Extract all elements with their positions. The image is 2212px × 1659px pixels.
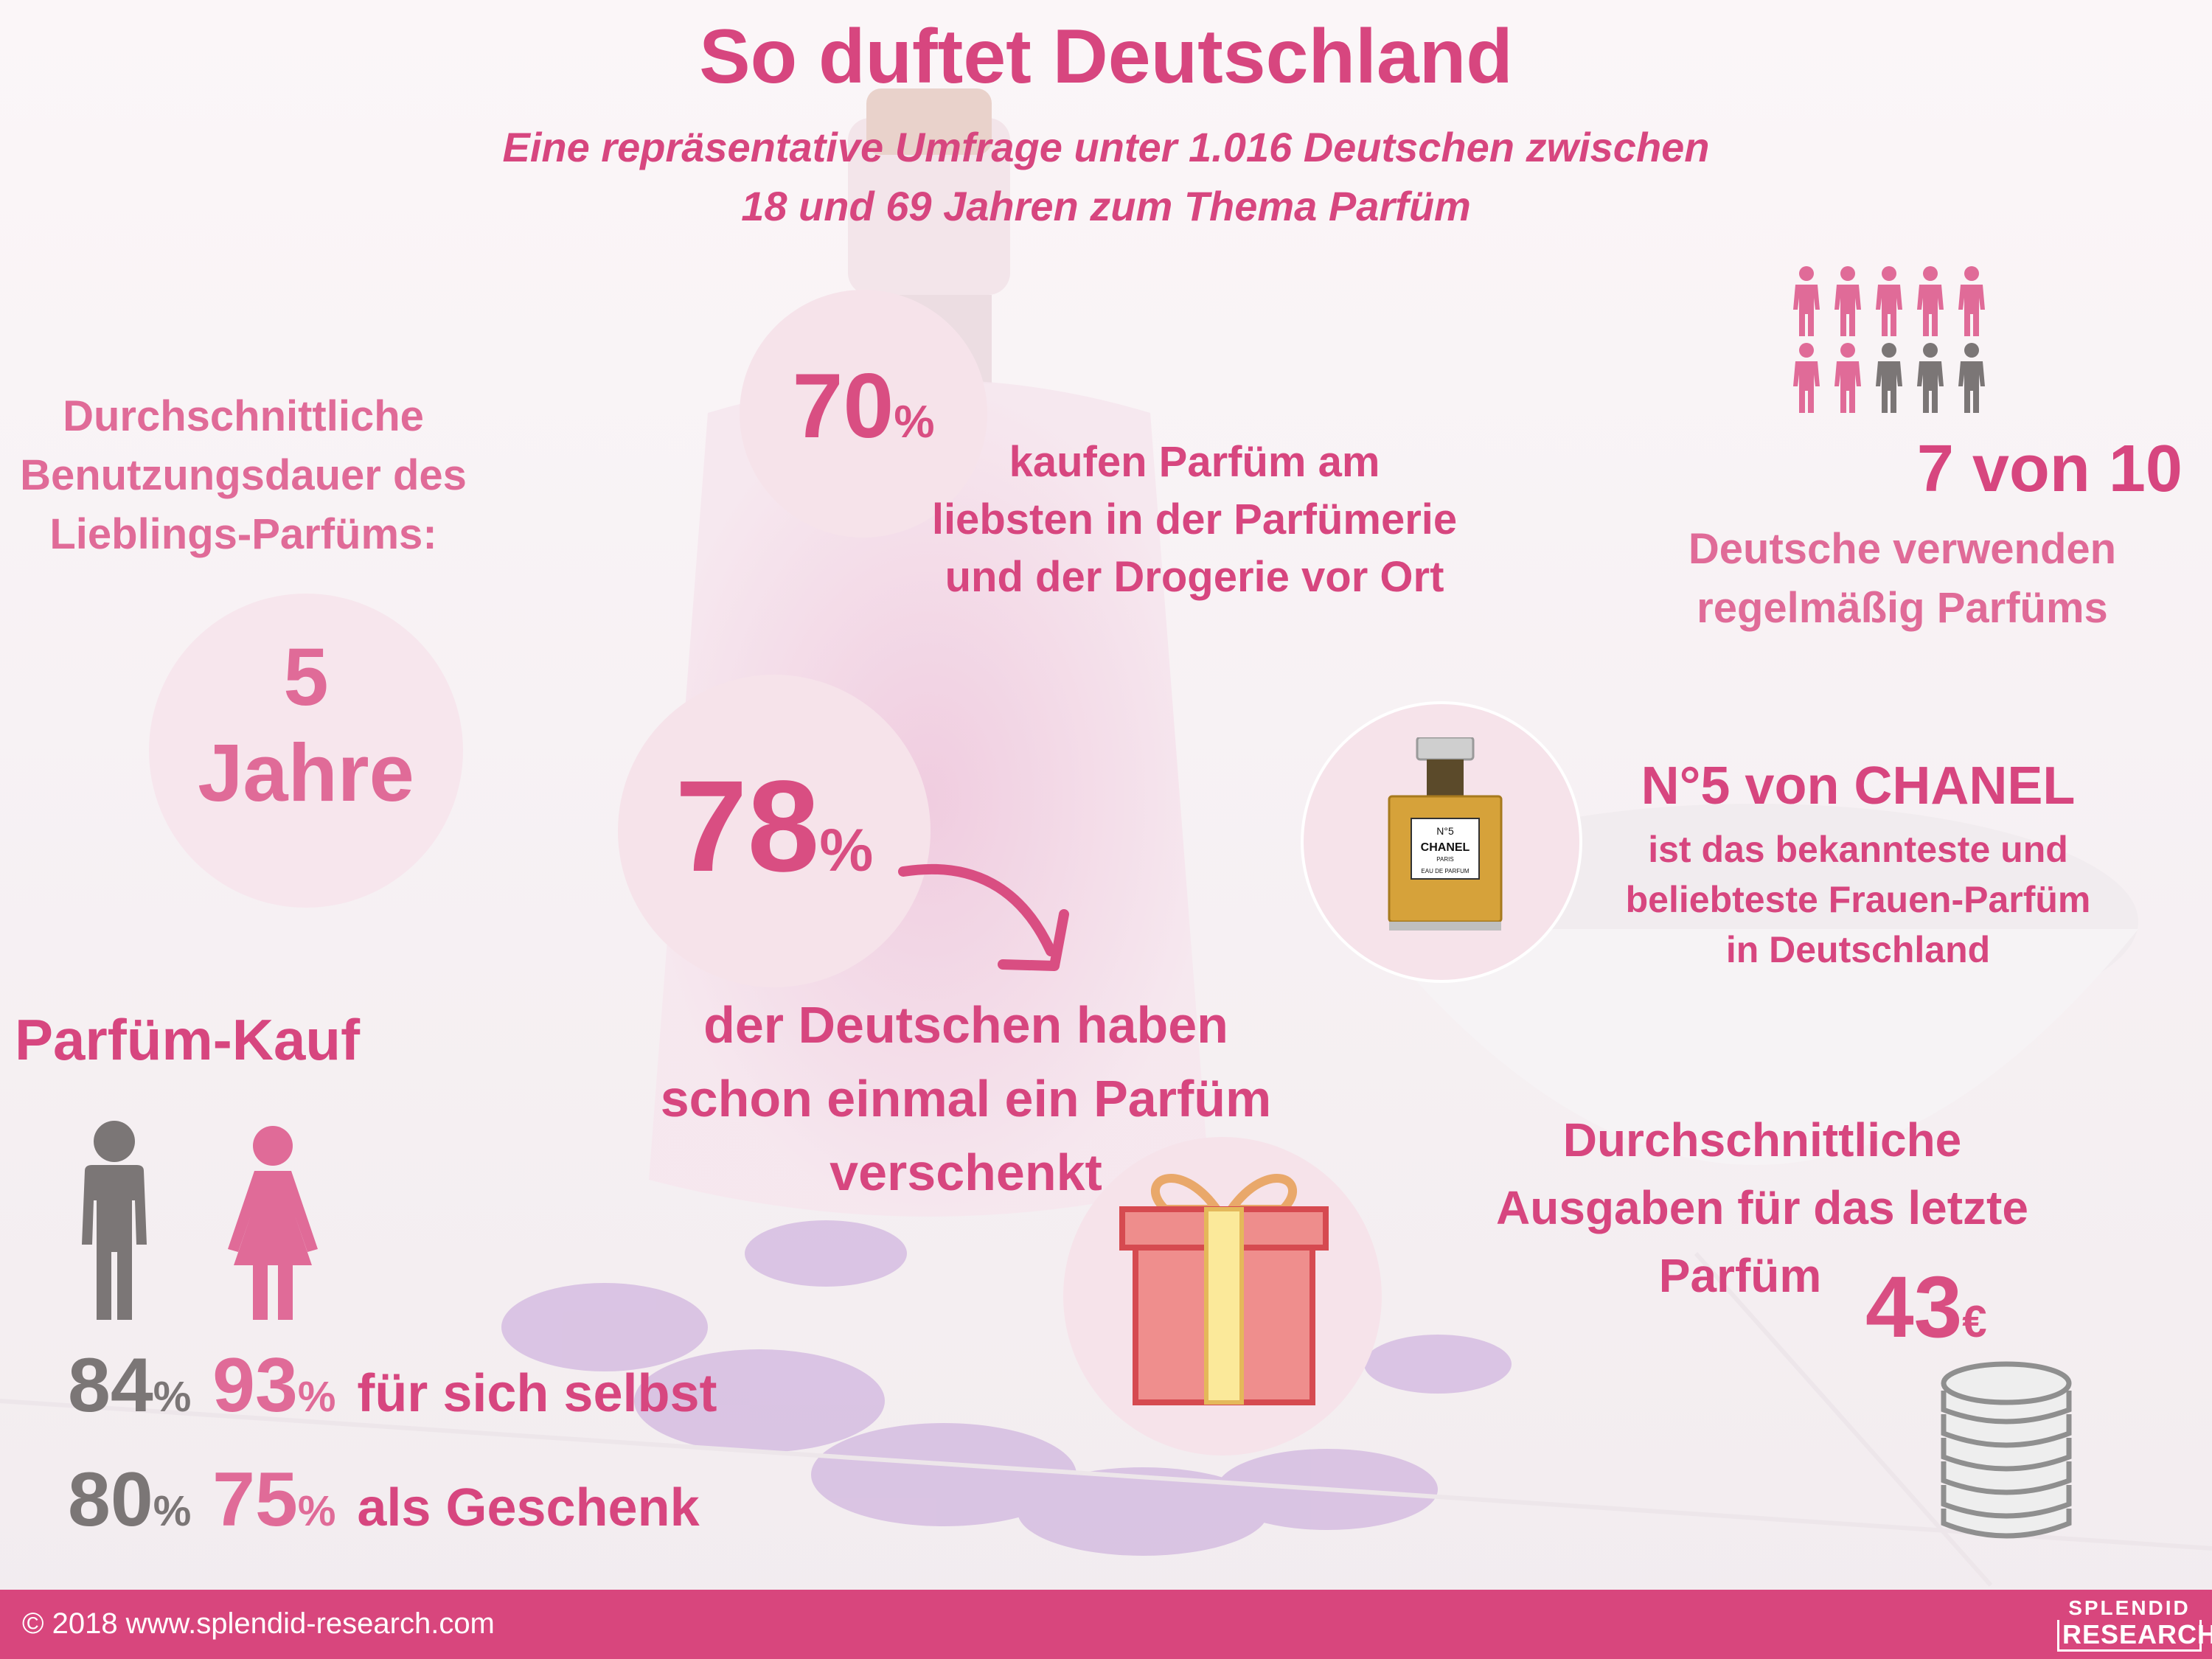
row-text: als Geschenk <box>357 1478 700 1537</box>
logo-top-text: SPLENDID <box>2068 1596 2191 1619</box>
text-line: beliebteste Frauen-Parfüm <box>1625 879 2091 920</box>
shopping-value: 70 <box>792 355 894 457</box>
chanel-text: ist das bekannteste und beliebteste Frau… <box>1585 824 2131 975</box>
chanel-title: N°5 von CHANEL <box>1641 757 2076 815</box>
text-line: verschenkt <box>830 1144 1102 1201</box>
gifting-value: 78 <box>675 754 820 899</box>
copyright-link[interactable]: © 2018 www.splendid-research.com <box>22 1607 495 1640</box>
label-line: Parfüm <box>1658 1249 1822 1302</box>
purchase-row-gift: 80% 75% als Geschenk <box>68 1456 700 1544</box>
shopping-text: kaufen Parfüm am liebsten in der Parfüme… <box>900 434 1489 606</box>
text-line: ist das bekannteste und <box>1648 829 2068 870</box>
person-icon <box>1917 343 1944 413</box>
regular-use-text: Deutsche verwenden regelmäßig Parfüms <box>1644 520 2160 638</box>
purchase-label: Parfüm-Kauf <box>15 1007 361 1072</box>
text-line: regelmäßig Parfüms <box>1697 584 2108 632</box>
female-value: 93 <box>212 1343 298 1428</box>
male-value: 80 <box>68 1457 153 1543</box>
label-line: Benutzungsdauer des <box>20 451 467 499</box>
curved-arrow-icon <box>898 863 1069 971</box>
usage-duration-label: Durchschnittliche Benutzungsdauer des Li… <box>0 387 487 564</box>
person-icon <box>1876 343 1902 413</box>
female-icon <box>228 1126 318 1320</box>
text-line: Deutsche verwenden <box>1688 525 2117 573</box>
subtitle-line: 18 und 69 Jahren zum Thema Parfüm <box>741 183 1471 229</box>
logo-bottom-text: RESEARCH <box>2057 1620 2212 1652</box>
percent-unit: % <box>297 1487 336 1535</box>
gifting-circle <box>618 675 931 987</box>
percent-unit: % <box>819 817 874 884</box>
row-text: für sich selbst <box>357 1364 717 1423</box>
person-icon <box>1917 266 1944 336</box>
gift-icon <box>1119 1174 1329 1405</box>
shopping-percentage: 70% <box>740 354 987 459</box>
percent-unit: % <box>297 1373 336 1421</box>
person-icon <box>1793 266 1820 336</box>
female-value: 75 <box>212 1457 298 1543</box>
bottle-number: N°5 <box>1436 825 1454 837</box>
usage-duration-unit: Jahre <box>198 728 414 818</box>
percent-unit: % <box>153 1373 192 1421</box>
usage-duration-value: 5 <box>283 632 329 723</box>
text-line: schon einmal ein Parfüm <box>660 1070 1272 1127</box>
usage-duration-circle <box>149 594 463 908</box>
person-icon <box>1834 266 1861 336</box>
percent-unit: % <box>153 1487 192 1535</box>
footer-bar <box>0 1590 2212 1659</box>
shopping-circle <box>740 290 987 538</box>
spending-amount: 43 <box>1865 1259 1963 1356</box>
label-line: Durchschnittliche <box>1562 1113 1962 1166</box>
bottle-brand: CHANEL <box>1421 841 1470 854</box>
gifting-text: der Deutschen haben schon einmal ein Par… <box>597 988 1335 1209</box>
gifting-percentage: 78% <box>618 752 931 901</box>
label-line: Lieblings-Parfüms: <box>49 510 437 558</box>
person-icon <box>1793 343 1820 413</box>
text-line: der Deutschen haben <box>703 996 1228 1054</box>
label-line: Durchschnittliche <box>63 392 424 440</box>
purchase-row-self: 84% 93% für sich selbst <box>68 1342 717 1430</box>
label-line: Ausgaben für das letzte <box>1496 1181 2028 1234</box>
perfume-bottle-icon: N°5 CHANEL PARIS EAU DE PARFUM <box>1388 737 1503 931</box>
currency-symbol: € <box>1962 1297 1987 1346</box>
text-line: und der Drogerie vor Ort <box>945 553 1444 601</box>
percent-unit: % <box>894 397 935 448</box>
male-icon <box>82 1121 147 1320</box>
bottle-city: PARIS <box>1436 856 1453 863</box>
regular-use-headline: 7 von 10 <box>1916 432 2183 506</box>
subtitle-line: Eine repräsentative Umfrage unter 1.016 … <box>502 124 1710 170</box>
text-line: liebsten in der Parfümerie <box>931 495 1458 543</box>
page-title: So duftet Deutschland <box>699 14 1513 100</box>
male-value: 84 <box>68 1343 153 1428</box>
people-grid-icon <box>1793 266 1985 413</box>
spending-value: 43€ <box>1865 1257 1987 1357</box>
splendid-research-logo: SPLENDID RESEARCH <box>2057 1596 2212 1652</box>
bottle-type: EAU DE PARFUM <box>1421 868 1470 874</box>
text-line: kaufen Parfüm am <box>1009 438 1380 486</box>
page-subtitle: Eine repräsentative Umfrage unter 1.016 … <box>295 118 1917 236</box>
text-line: in Deutschland <box>1725 929 1991 970</box>
person-icon <box>1834 343 1861 413</box>
person-icon <box>1958 266 1985 336</box>
person-icon <box>1876 266 1902 336</box>
person-icon <box>1958 343 1985 413</box>
coin-stack-icon <box>1941 1361 2072 1539</box>
spending-label: Durchschnittliche Ausgaben für das letzt… <box>1438 1106 2087 1310</box>
